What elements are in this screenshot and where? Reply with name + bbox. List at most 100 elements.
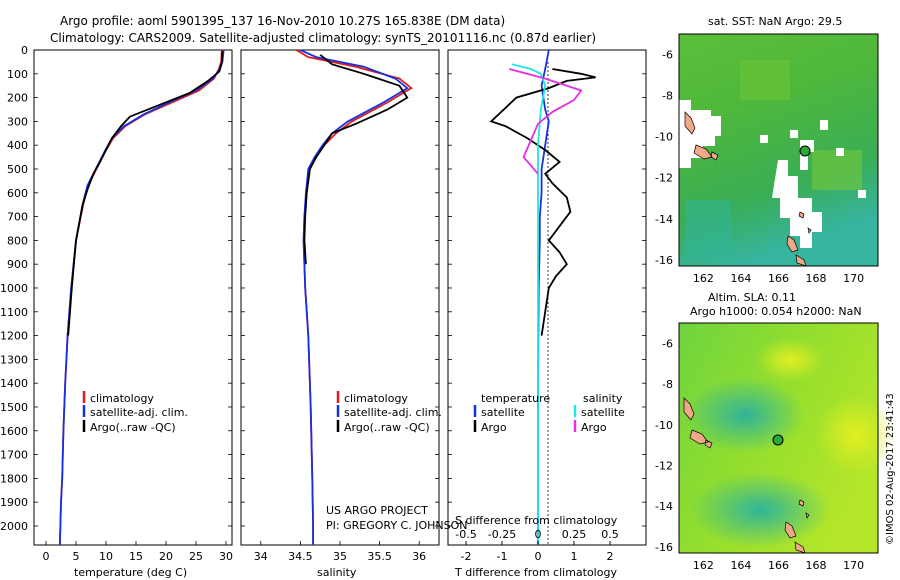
map-ytick-label: -10 xyxy=(655,131,673,144)
series-line-salinity-argo xyxy=(508,68,583,175)
sst-nodata-mask xyxy=(679,100,866,248)
map-ytick-label: -6 xyxy=(662,49,673,62)
depth-tick-label: 1100 xyxy=(0,306,28,319)
sst-map-frame xyxy=(678,33,879,267)
header-line-2: Climatology: CARS2009. Satellite-adjuste… xyxy=(50,31,596,45)
map-ytick-label: -16 xyxy=(655,254,673,267)
xtick-label: 0.25 xyxy=(562,528,587,541)
depth-tick-label: 1700 xyxy=(0,449,28,462)
depth-axis-labels: 0 100 200 300 400 500 600 700 800 900 1000 1100 1200… xyxy=(0,44,28,533)
difference-xtick-labels: -2 -1 0 1 2 xyxy=(461,541,614,563)
map-xtick-label: 170 xyxy=(843,272,864,285)
xtick-label: -2 xyxy=(461,550,472,563)
salinity-xtick-labels: 34 34.5 35 35.5 36 xyxy=(254,541,426,563)
series-line-satellite-adj-clim- xyxy=(300,50,409,545)
imos-timestamp: ©IMOS 02-Aug-2017 23:41:43 xyxy=(885,393,896,545)
xtick-label: -0.5 xyxy=(455,528,476,541)
map-xtick-label: 168 xyxy=(806,559,827,572)
xtick-label: -1 xyxy=(497,550,508,563)
sla-yellow-region xyxy=(815,395,895,475)
map-xtick-label: 162 xyxy=(693,272,714,285)
credit-pi: PI: GREGORY C. JOHNSON xyxy=(326,519,467,532)
xtick-label: 25 xyxy=(189,550,203,563)
map-xtick-label: 166 xyxy=(768,559,789,572)
map-ytick-label: -16 xyxy=(655,541,673,554)
xtick-label: 15 xyxy=(129,550,143,563)
difference-xlabel: T difference from climatology xyxy=(454,566,617,579)
sla-map-frame xyxy=(678,322,879,554)
sst-patch xyxy=(812,150,862,190)
header-line-1: Argo profile: aoml 5901395_137 16-Nov-20… xyxy=(60,14,505,28)
map-ytick-label: -8 xyxy=(662,378,673,391)
series-line-salinity-satellite xyxy=(511,63,547,545)
depth-tick-label: 900 xyxy=(7,258,28,271)
legend-label-temp-argo: Argo xyxy=(481,421,507,434)
argo-float-marker xyxy=(799,145,811,157)
temperature-xlabel: temperature (deg C) xyxy=(74,566,187,579)
depth-tick-label: 1900 xyxy=(0,496,28,509)
depth-tick-label: 800 xyxy=(7,234,28,247)
map-xtick-label: 162 xyxy=(693,559,714,572)
difference-legend: temperature salinity satellite Argo sate… xyxy=(473,392,625,434)
map-xtick-label: 168 xyxy=(806,272,827,285)
depth-tick-label: 300 xyxy=(7,115,28,128)
sla-xtick-labels: 162 164 166 168 170 xyxy=(693,559,864,572)
depth-tick-label: 700 xyxy=(7,211,28,224)
map-ytick-label: -12 xyxy=(655,172,673,185)
map-xtick-label: 164 xyxy=(730,272,751,285)
xtick-label: -0.25 xyxy=(488,528,516,541)
difference-panel-frame xyxy=(447,49,647,546)
depth-tick-label: 1200 xyxy=(0,330,28,343)
map-ytick-label: -12 xyxy=(655,459,673,472)
series-line-climatology xyxy=(58,50,223,545)
xtick-label: 35.5 xyxy=(367,550,392,563)
salinity-legend: climatology satellite-adj. clim. Argo(..… xyxy=(336,391,442,434)
map-ytick-label: -6 xyxy=(662,337,673,350)
sla-teal-region xyxy=(685,377,805,453)
map-xtick-label: 164 xyxy=(730,559,751,572)
depth-tick-label: 1000 xyxy=(0,282,28,295)
depth-tick-label: 1400 xyxy=(0,377,28,390)
xtick-label: 36 xyxy=(412,550,426,563)
legend-label-satellite: satellite-adj. clim. xyxy=(344,406,442,419)
xtick-label: 10 xyxy=(99,550,113,563)
depth-tick-label: 400 xyxy=(7,139,28,152)
depth-tick-label: 200 xyxy=(7,92,28,105)
xtick-label: 0 xyxy=(43,550,50,563)
xtick-label: 30 xyxy=(219,550,233,563)
sst-xtick-labels: 162 164 166 168 170 xyxy=(693,272,864,285)
credit-project: US ARGO PROJECT xyxy=(326,504,428,517)
legend-label-argo: Argo(..raw -QC) xyxy=(90,421,176,434)
sst-patch xyxy=(740,60,790,100)
xtick-label: 5 xyxy=(73,550,80,563)
series-line-argo-raw-qc- xyxy=(67,51,224,336)
sla-map-title-line2: Argo h1000: 0.054 h2000: NaN xyxy=(690,305,862,318)
legend-label-temp-satellite: satellite xyxy=(481,406,525,419)
sst-map-title: sat. SST: NaN Argo: 29.5 xyxy=(708,15,842,28)
depth-tick-label: 600 xyxy=(7,187,28,200)
xtick-label: 34 xyxy=(254,550,268,563)
salinity-diff-xtick-labels: -0.5 -0.25 0 0.25 0.5 xyxy=(455,528,619,545)
legend-title-temperature: temperature xyxy=(481,392,550,405)
sst-ytick-labels: -6 -8 -10 -12 -14 -16 xyxy=(655,49,673,267)
legend-label-climatology: climatology xyxy=(90,392,154,405)
depth-tick-label: 1800 xyxy=(0,472,28,485)
map-xtick-label: 166 xyxy=(768,272,789,285)
sla-map-title-line1: Altim. SLA: 0.11 xyxy=(708,291,796,304)
argo-float-marker xyxy=(772,434,784,446)
xtick-label: 20 xyxy=(159,550,173,563)
xtick-label: 35 xyxy=(333,550,347,563)
temperature-lines xyxy=(58,50,225,545)
sla-teal-region xyxy=(690,472,830,548)
sst-map xyxy=(678,33,879,267)
difference-lines xyxy=(489,50,596,545)
depth-tick-label: 2000 xyxy=(0,520,28,533)
sla-map xyxy=(678,322,895,554)
sst-patch xyxy=(686,200,731,260)
temperature-xtick-labels: 0 5 10 15 20 25 30 xyxy=(43,541,233,563)
xtick-label: 0 xyxy=(535,528,542,541)
map-xtick-label: 170 xyxy=(843,559,864,572)
legend-label-satellite: satellite-adj. clim. xyxy=(90,406,188,419)
xtick-label: 0 xyxy=(535,550,542,563)
